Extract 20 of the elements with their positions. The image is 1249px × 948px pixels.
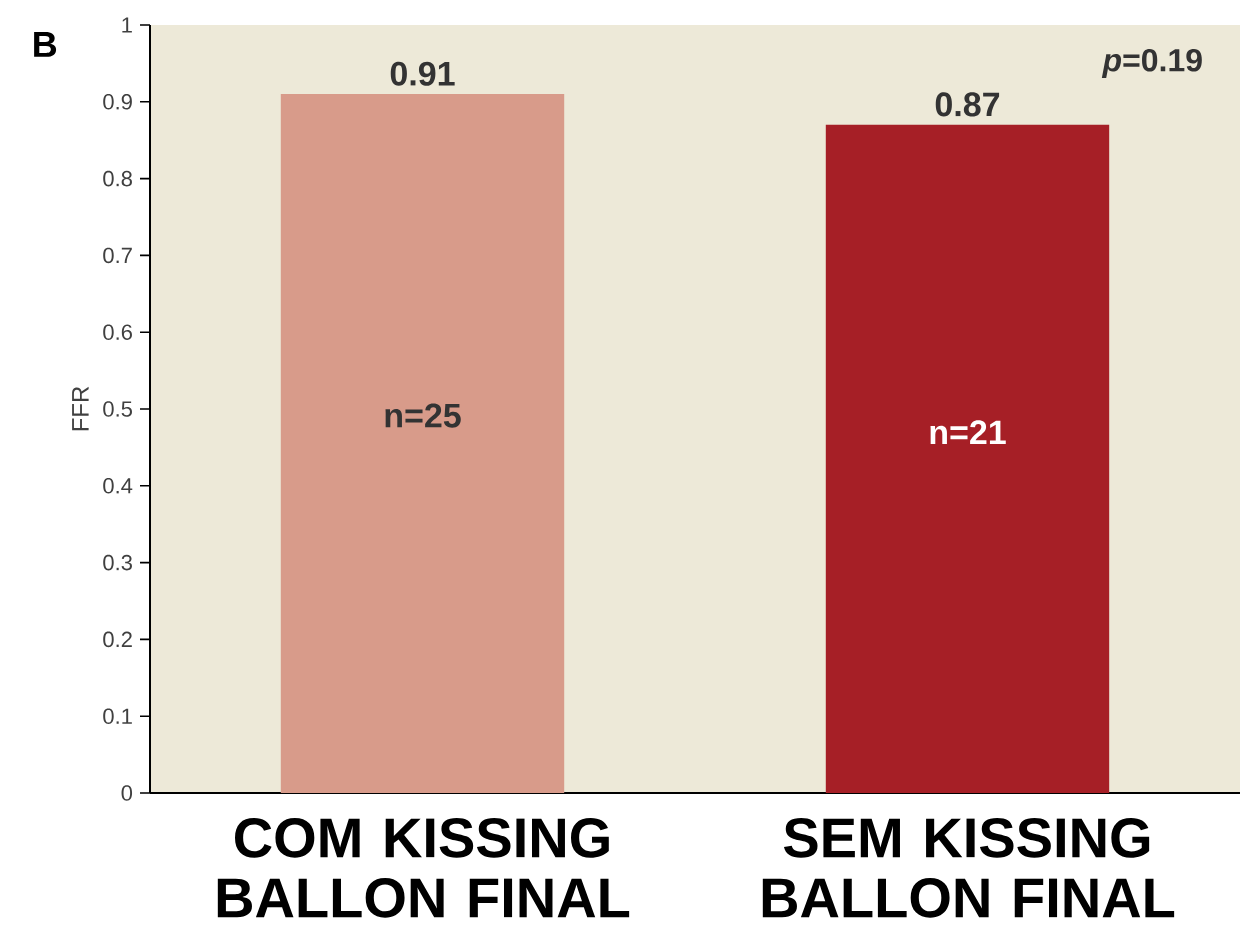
data-label: 0.91 bbox=[390, 61, 455, 86]
text: B bbox=[34, 32, 57, 57]
y-tick-label: 0.9 bbox=[103, 94, 132, 110]
y-tick-label: 0.5 bbox=[103, 401, 132, 417]
y-tick-label: 0.1 bbox=[103, 708, 132, 724]
x-tick-label: COM KISSING BALLON FINAL bbox=[217, 818, 630, 918]
annotation: n=25 bbox=[385, 403, 461, 428]
y-tick-label: 0.6 bbox=[103, 324, 132, 340]
annotation: p=0.19 bbox=[1101, 48, 1202, 78]
y-tick-label: 1 bbox=[122, 17, 132, 33]
y-tick-label: 0.7 bbox=[103, 247, 132, 264]
x-tick-label: SEM KISSING BALLON FINAL bbox=[762, 818, 1175, 918]
annotation: n=21 bbox=[930, 420, 1006, 445]
y-tick-label: 0 bbox=[121, 785, 133, 801]
y-tick-label: 0.8 bbox=[103, 170, 132, 187]
y-tick-label: 0.2 bbox=[103, 631, 132, 648]
y-tick-label: 0.3 bbox=[103, 554, 132, 571]
y-axis-title: FFR bbox=[72, 386, 89, 431]
data-label: 0.87 bbox=[935, 92, 1000, 117]
y-tick-label: 0.4 bbox=[103, 478, 133, 494]
